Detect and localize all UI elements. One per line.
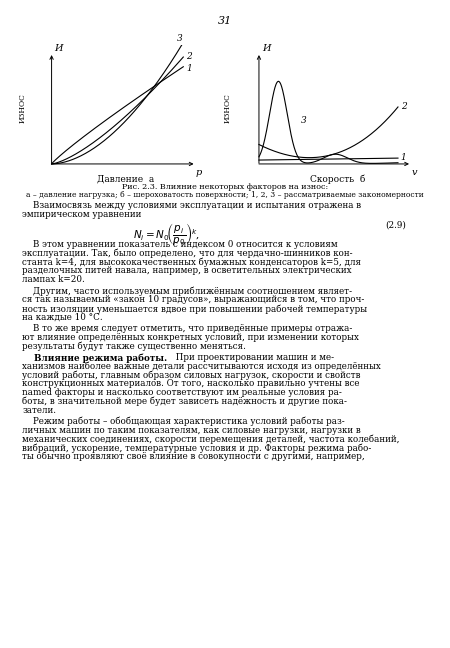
Text: эксплуатации. Так, было определено, что для чердачно-шинников кон-: эксплуатации. Так, было определено, что … — [22, 249, 353, 259]
Text: затели.: затели. — [22, 406, 57, 415]
Text: ханизмов наиболее важные детали рассчитываются исходя из определённых: ханизмов наиболее важные детали рассчиты… — [22, 362, 381, 371]
Text: боты, в значительной мере будет зависеть надёжность и другие пока-: боты, в значительной мере будет зависеть… — [22, 397, 347, 406]
Text: Давление  а: Давление а — [97, 175, 155, 184]
Text: лампах k=20.: лампах k=20. — [22, 275, 85, 284]
Text: а – давление нагрузка; б – шероховатость поверхности; 1, 2, 3 – рассматриваемые : а – давление нагрузка; б – шероховатость… — [26, 191, 424, 198]
Text: Другим, часто используемым приближённым соотношением являет-: Другим, часто используемым приближённым … — [22, 286, 353, 296]
Text: p: p — [196, 168, 202, 177]
Text: v: v — [412, 168, 418, 177]
Text: (2.9): (2.9) — [386, 221, 406, 230]
Text: вибраций, ускорение, температурные условия и др. Факторы режима рабо-: вибраций, ускорение, температурные услов… — [22, 443, 372, 453]
Text: ют влияние определённых конкретных условий, при изменении которых: ют влияние определённых конкретных услов… — [22, 333, 360, 342]
Text: named факторы и насколько соответствуют им реальные условия ра-: named факторы и насколько соответствуют … — [22, 388, 342, 397]
Text: 2: 2 — [401, 102, 406, 111]
Text: При проектировании машин и ме-: При проектировании машин и ме- — [173, 353, 334, 362]
Text: Взаимосвязь между условиями эксплуатации и испытания отражена в: Взаимосвязь между условиями эксплуатации… — [22, 201, 362, 210]
Text: конструкционных материалов. От того, насколько правильно учтены все: конструкционных материалов. От того, нас… — [22, 379, 360, 388]
Text: ты обычно проявляют своё влияние в совокупности с другими, например,: ты обычно проявляют своё влияние в совок… — [22, 452, 365, 461]
Text: Влияние режима работы.: Влияние режима работы. — [22, 353, 167, 363]
Text: В этом уравнении показатель с индексом 0 относится к условиям: В этом уравнении показатель с индексом 0… — [22, 240, 338, 249]
Text: эмпирическом уравнении: эмпирическом уравнении — [22, 210, 142, 218]
Text: ся так называемый «закон 10 градусов», выражающийся в том, что проч-: ся так называемый «закон 10 градусов», в… — [22, 295, 365, 305]
Text: результаты будут также существенно меняться.: результаты будут также существенно менят… — [22, 341, 247, 351]
Text: 2: 2 — [186, 52, 192, 60]
Text: станта k=4, для высококачественных бумажных конденсаторов k=5, для: станта k=4, для высококачественных бумаж… — [22, 258, 361, 267]
Text: механических соединениях, скорости перемещения деталей, частота колебаний,: механических соединениях, скорости перем… — [22, 434, 400, 444]
Text: на каждые 10 °С.: на каждые 10 °С. — [22, 313, 103, 322]
Text: ИЗНОС: ИЗНОС — [224, 93, 232, 124]
Text: Рис. 2.3. Влияние некоторых факторов на износ:: Рис. 2.3. Влияние некоторых факторов на … — [122, 183, 328, 191]
Text: И: И — [262, 44, 270, 53]
Text: 3: 3 — [301, 116, 306, 124]
Text: личных машин по таким показателям, как силовые нагрузки, нагрузки в: личных машин по таким показателям, как с… — [22, 426, 361, 435]
Text: Режим работы – обобщающая характеристика условий работы раз-: Режим работы – обобщающая характеристика… — [22, 417, 345, 426]
Text: В то же время следует отметить, что приведённые примеры отража-: В то же время следует отметить, что прив… — [22, 324, 353, 333]
Text: ИЗНОС: ИЗНОС — [18, 93, 26, 124]
Text: условий работы, главным образом силовых нагрузок, скорости и свойств: условий работы, главным образом силовых … — [22, 371, 361, 380]
Text: И: И — [54, 44, 63, 53]
Text: 31: 31 — [218, 16, 232, 26]
Text: 3: 3 — [177, 34, 182, 43]
Text: 1: 1 — [401, 153, 406, 161]
Text: Скорость  б: Скорость б — [310, 175, 365, 185]
Text: ность изоляции уменьшается вдвое при повышении рабочей температуры: ность изоляции уменьшается вдвое при пов… — [22, 304, 368, 314]
Text: 1: 1 — [186, 64, 192, 73]
Text: разделочных питей навала, например, в осветительных электрических: разделочных питей навала, например, в ос… — [22, 266, 352, 275]
Text: $N_i = N_0\!\left(\dfrac{p_i}{p_0}\right)^{\!k}$,: $N_i = N_0\!\left(\dfrac{p_i}{p_0}\right… — [133, 221, 200, 247]
